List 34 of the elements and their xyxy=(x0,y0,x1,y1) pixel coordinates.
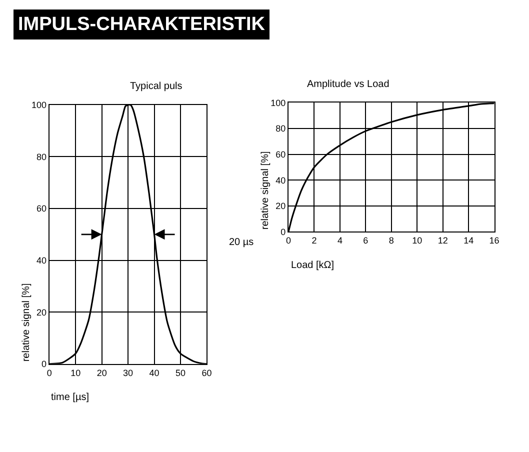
x-tick-label: 10 xyxy=(412,236,422,246)
y-tick-label: 80 xyxy=(276,124,286,134)
y-axis-title: relative signal [%] xyxy=(260,151,272,230)
x-tick-label: 60 xyxy=(202,368,212,378)
y-tick-label: 60 xyxy=(276,149,286,160)
text: 20 µs xyxy=(229,237,254,248)
text: IMPULS-CHARAKTERISTIK xyxy=(18,14,266,35)
y-tick-label: 80 xyxy=(36,152,46,162)
y-tick-label: 0 xyxy=(280,226,286,237)
y-tick-label: 0 xyxy=(41,359,46,370)
x-axis-title: Load [kΩ] xyxy=(291,260,334,271)
x-tick-label: 2 xyxy=(312,236,317,246)
chart-title: Amplitude vs Load xyxy=(307,79,390,90)
x-tick-label: 14 xyxy=(464,236,474,246)
x-tick-label: 40 xyxy=(149,368,160,378)
y-tick-label: 100 xyxy=(31,100,46,110)
x-tick-label: 8 xyxy=(388,236,394,246)
y-axis-title: relative signal [%] xyxy=(20,283,32,362)
x-tick-label: 16 xyxy=(489,236,500,246)
x-tick-label: 4 xyxy=(337,236,342,246)
x-axis-title: time [µs] xyxy=(51,392,90,403)
y-tick-label: 100 xyxy=(270,98,286,108)
chart-title: Typical puls xyxy=(130,81,182,92)
x-tick-label: 10 xyxy=(70,368,81,378)
y-tick-label: 40 xyxy=(276,175,286,186)
x-tick-label: 20 xyxy=(96,368,107,378)
y-tick-label: 20 xyxy=(276,201,286,212)
x-tick-label: 6 xyxy=(363,236,368,246)
x-tick-label: 30 xyxy=(123,368,134,378)
y-tick-label: 60 xyxy=(36,204,46,214)
x-tick-label: 50 xyxy=(175,368,186,378)
x-tick-label: 12 xyxy=(438,236,448,246)
y-tick-label: 40 xyxy=(36,255,46,266)
y-tick-label: 20 xyxy=(36,307,46,318)
